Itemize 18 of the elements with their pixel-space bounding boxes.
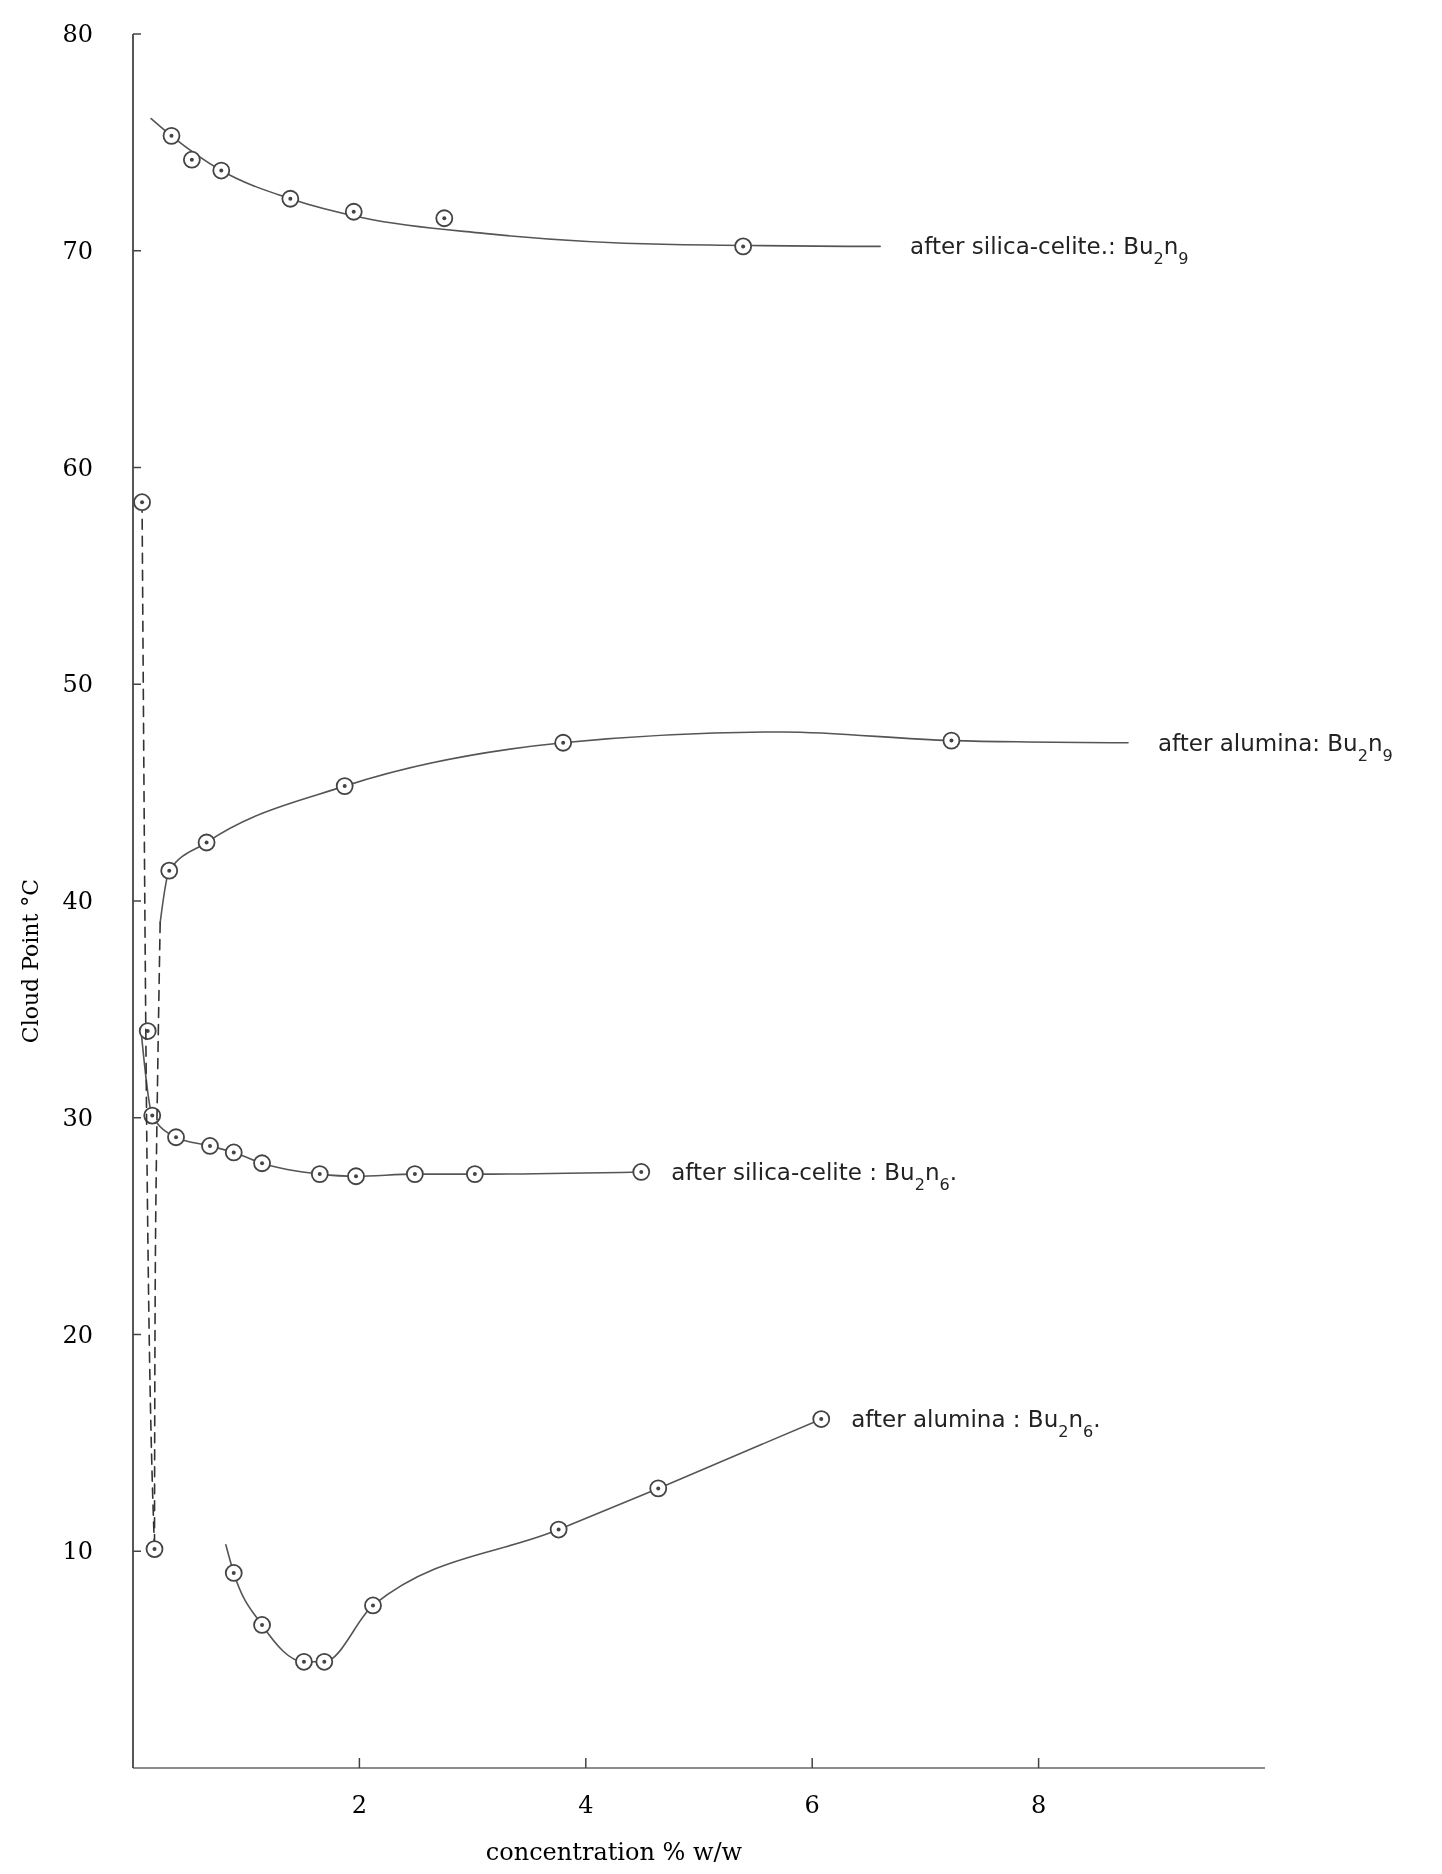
y-axis-title: Cloud Point °C (18, 878, 43, 1044)
y-tick-label: 60 (62, 453, 93, 482)
x-tick-label: 6 (804, 1791, 820, 1819)
series-label: after alumina: Bu$_{2}$n$_{9}$ (1158, 729, 1393, 765)
y-tick-label: 20 (62, 1320, 93, 1349)
y-tick-label: 40 (62, 887, 93, 915)
y-tick-label: 10 (62, 1537, 93, 1566)
series-label: after silica-celite : Bu$_{2}$n$_{6}$. (671, 1158, 958, 1194)
y-tick-label: 50 (62, 670, 93, 699)
series-label: after alumina : Bu$_{2}$n$_{6}$. (851, 1406, 1101, 1441)
x-tick-label: 2 (351, 1791, 368, 1819)
x-tick-label: 8 (1030, 1791, 1047, 1819)
x-axis-title: concentration % w/w (485, 1838, 743, 1866)
series-label: after silica-celite.: Bu$_{2}$n$_{9}$ (910, 233, 1189, 268)
x-tick-label: 4 (578, 1791, 594, 1819)
y-tick-label: 70 (62, 236, 93, 265)
y-tick-label: 80 (62, 20, 93, 48)
y-tick-label: 30 (62, 1103, 93, 1132)
